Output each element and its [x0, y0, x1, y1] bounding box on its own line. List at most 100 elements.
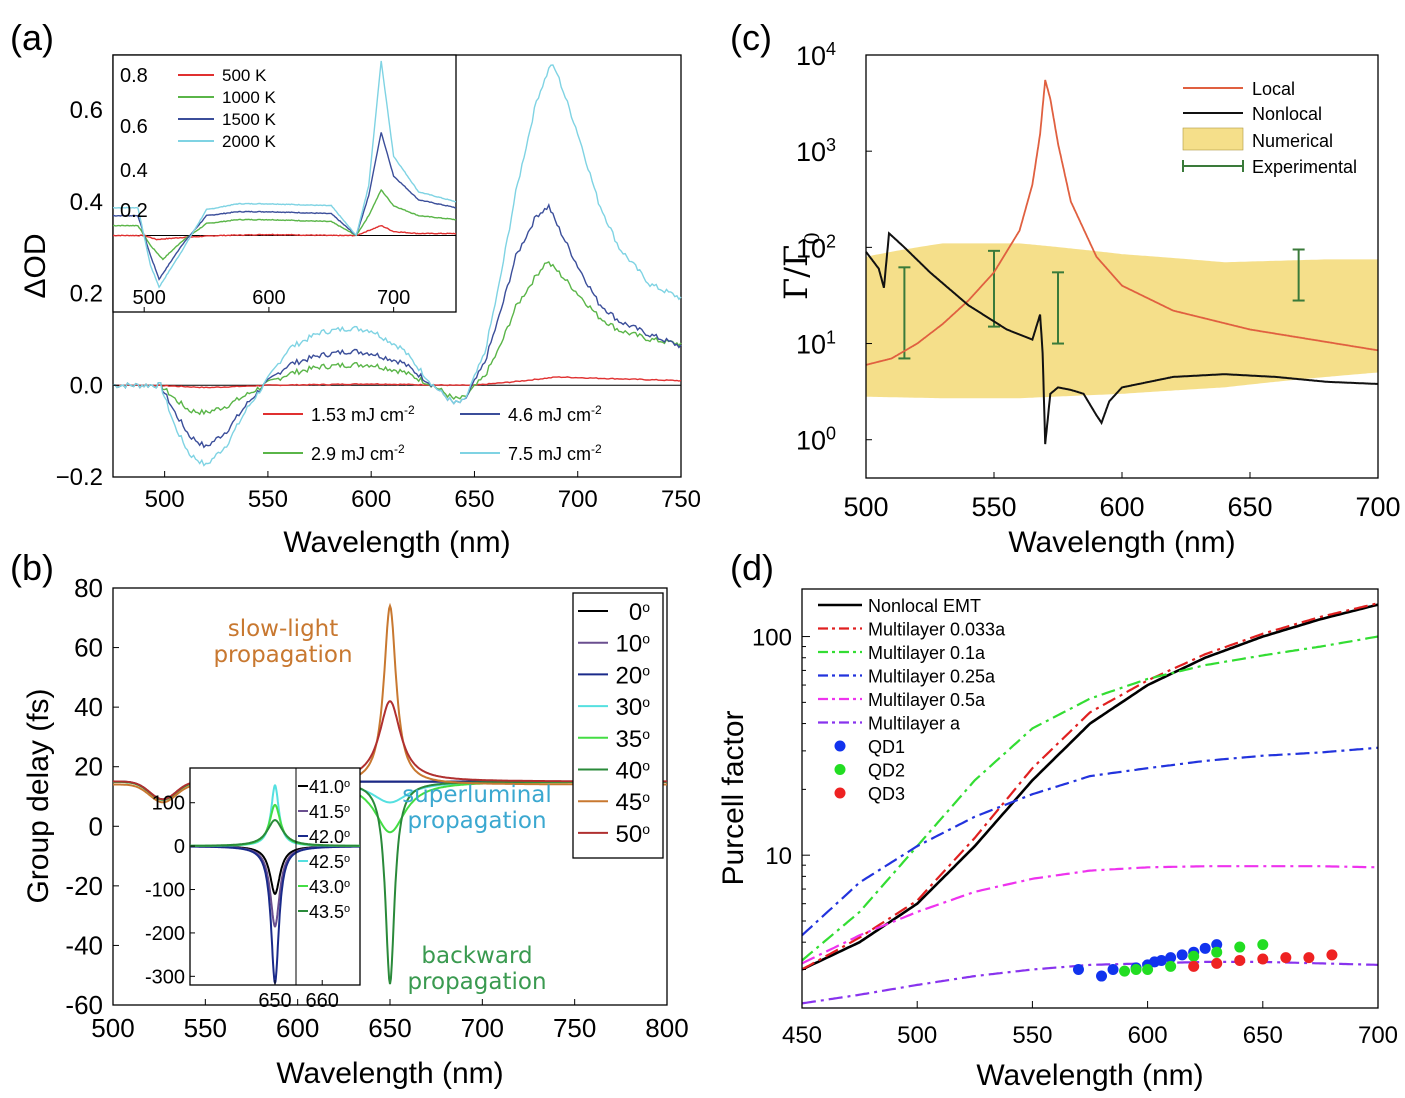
legend-label: 45o	[616, 789, 651, 816]
x-tick-label: 500	[897, 1022, 937, 1049]
inset-legend-label: 2000 K	[222, 132, 277, 151]
scatter-point-QD1	[1165, 952, 1177, 964]
series-line-1	[802, 603, 1378, 971]
x-tick-label: 650	[1243, 1022, 1283, 1049]
x-tick-label: 500	[145, 486, 185, 513]
inset-y-tick-label: 0.8	[120, 65, 148, 87]
legend-sup: -2	[591, 403, 602, 417]
scatter-point-QD1	[1199, 942, 1211, 954]
x-tick-label: 550	[1012, 1022, 1052, 1049]
y-tick-label: −0.2	[56, 464, 103, 491]
inset-series-line-4	[113, 60, 457, 289]
x-tick-label: 600	[351, 486, 391, 513]
legend-sup: o	[642, 694, 650, 710]
panel-a-chart: 500 550 600 650 700 750 −0.2 0.0 0.2 0.4 0.6 Wavele…	[19, 54, 701, 559]
y-tick-exp: 1	[826, 328, 836, 348]
inset-legend-sup: o	[344, 803, 350, 815]
inset-legend-label: 41.5o	[309, 802, 350, 822]
scatter-point-QD2	[1211, 946, 1223, 958]
inset-y-tick-label: -200	[145, 923, 185, 945]
annotation-text: slow-light	[228, 616, 339, 642]
inset-x-tick-label: 600	[252, 287, 285, 309]
legend-marker	[834, 764, 846, 775]
x-tick-label: 550	[971, 492, 1016, 522]
inset-series-line-2	[112, 188, 457, 261]
inset-x-tick-label: 650	[258, 990, 291, 1012]
y-tick-exp: 3	[826, 135, 836, 155]
y-axis-label: Γ/Γ0	[777, 232, 824, 300]
inset-series-line-3	[112, 132, 457, 281]
panel-c-chart: 500 550 600 650 700100101102103104Wavelength…	[777, 39, 1401, 559]
inset-legend-sup: o	[344, 878, 350, 890]
inset-legend-label: 500 K	[222, 66, 267, 85]
y-axis-label: ΔOD	[19, 233, 52, 298]
legend-marker	[834, 787, 846, 799]
y-tick-label: 0.4	[70, 189, 103, 216]
x-tick-label: 700	[1355, 492, 1400, 522]
y-tick-label: 40	[74, 692, 103, 722]
panel-b-chart: 500 550 600 650 700 750 800-60-40-20020406080W…	[22, 573, 689, 1090]
x-axis-label: Wavelength (nm)	[283, 526, 510, 559]
legend-label: Nonlocal EMT	[868, 596, 981, 616]
y-tick-label: 0.6	[70, 97, 103, 124]
x-tick-label: 750	[661, 486, 701, 513]
y-axis-label: Purcell factor	[717, 710, 750, 885]
x-tick-label: 750	[553, 1013, 596, 1043]
x-tick-label: 650	[454, 486, 494, 513]
inset-y-tick-label: 0.6	[120, 116, 148, 138]
x-tick-label: 600	[276, 1013, 319, 1043]
panel-label-d: (d)	[730, 547, 774, 588]
series-line-4	[802, 746, 1378, 937]
inset-legend-sup: o	[344, 778, 350, 790]
scatter-point-QD1	[1176, 949, 1188, 961]
inset-legend-label: 43.5o	[309, 902, 350, 922]
y-tick-label: 100	[796, 424, 836, 456]
legend-sup: o	[642, 599, 650, 615]
inset-legend-sup: o	[344, 853, 350, 865]
legend-label: QD3	[868, 784, 905, 804]
x-tick-label: 550	[248, 486, 288, 513]
legend-box	[572, 592, 664, 859]
series-line-6	[802, 960, 1378, 1005]
y-tick-label: -60	[65, 990, 103, 1020]
annotation-text: propagation	[407, 808, 546, 834]
legend-label: Nonlocal	[1252, 104, 1322, 124]
y-tick-exp: 2	[826, 231, 836, 251]
y-tick-label: -20	[65, 871, 103, 901]
legend-label: QD1	[868, 737, 905, 757]
legend-label: Multilayer 0.033a	[868, 620, 1006, 640]
x-tick-label: 700	[558, 486, 598, 513]
inset-y-tick-label: 0.4	[120, 160, 148, 182]
panel-label-b: (b)	[10, 547, 54, 588]
scatter-point-QD1	[1155, 954, 1167, 966]
legend-sup: -2	[591, 442, 602, 456]
legend-label: Multilayer 0.1a	[868, 643, 986, 663]
x-tick-label: 600	[1128, 1022, 1168, 1049]
inset-legend-sup: o	[344, 828, 350, 840]
scatter-point-QD1	[1096, 970, 1108, 982]
scatter-point-QD3	[1280, 952, 1292, 964]
annotation-text: propagation	[213, 642, 352, 668]
nonlocal-line	[865, 231, 1379, 445]
annotation-text: backward	[421, 943, 532, 969]
scatter-point-QD3	[1326, 949, 1338, 961]
x-tick-label: 550	[184, 1013, 227, 1043]
scatter-point-QD2	[1119, 965, 1131, 977]
inset-legend-label: 41.0o	[309, 777, 350, 797]
inset-legend-sup: o	[344, 903, 350, 915]
x-axis-label: Wavelength (nm)	[976, 1059, 1203, 1092]
scatter-point-QD2	[1130, 964, 1142, 976]
scatter-point-QD3	[1257, 953, 1269, 965]
scatter-point-QD1	[1072, 964, 1084, 976]
legend-sup: -2	[404, 403, 415, 417]
legend-label: Multilayer 0.5a	[868, 690, 986, 710]
y-tick-label: 103	[796, 135, 836, 167]
panel-d-chart: 450 500 550 600 650 700 10 100 Wavelength (nm) Pu…	[717, 588, 1398, 1092]
legend-label: 4.6 mJ cm-2	[508, 403, 602, 425]
numerical-band	[866, 243, 1378, 399]
inset-legend-label: 43.0o	[309, 877, 350, 897]
legend-sup: o	[642, 726, 650, 742]
scatter-point-QD2	[1142, 964, 1154, 976]
x-tick-label: 500	[91, 1013, 134, 1043]
